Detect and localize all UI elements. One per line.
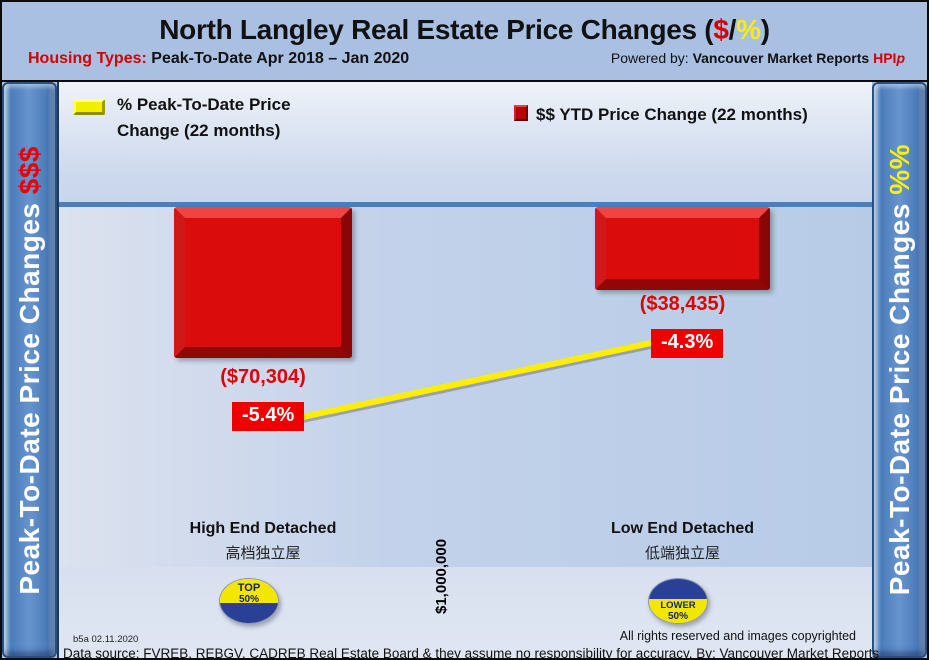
title-slash: / xyxy=(728,14,737,45)
sidebar-percent-axis-label: Peak-To-Date Price Changes %% xyxy=(884,144,916,595)
sidebar-dollar-axis: Peak-To-Date Price Changes $$$ xyxy=(2,82,57,658)
sidebar-right-percent-suffix: %% xyxy=(883,144,915,196)
legend-dollar-label: $$ YTD Price Change (22 months) xyxy=(536,105,808,124)
legend-band xyxy=(59,82,872,202)
chart-region: Peak-To-Date Price Changes $$$ Peak-To-D… xyxy=(2,80,927,658)
zero-axis-line xyxy=(59,202,872,207)
sidebar-percent-axis: Peak-To-Date Price Changes %% xyxy=(872,82,927,658)
header-subrow: Housing Types: Peak-To-Date Apr 2018 – J… xyxy=(28,50,905,68)
powered-by: Powered by: Vancouver Market Reports HPI… xyxy=(611,50,905,66)
badge-line2: 50% xyxy=(667,610,688,622)
housing-types-value: Peak-To-Date Apr 2018 – Jan 2020 xyxy=(146,50,410,67)
data-source-notice: Data source: FVREB, REBGV, CADREB Real E… xyxy=(63,646,880,660)
dollar-change-label: ($38,435) xyxy=(639,293,726,315)
dollar-bar xyxy=(595,207,770,290)
title-text: North Langley Real Estate Price Changes … xyxy=(159,14,714,45)
powered-by-brand: Vancouver Market Reports xyxy=(692,50,874,66)
housing-types: Housing Types: Peak-To-Date Apr 2018 – J… xyxy=(28,50,409,68)
chart-content: % Peak-To-Date Price Change (22 months) … xyxy=(57,82,879,658)
title-close-paren: ) xyxy=(760,14,770,45)
badge-line1: TOP xyxy=(237,582,261,594)
powered-by-hpi-p: p xyxy=(896,50,905,66)
category-label-chinese: 低端独立屋 xyxy=(644,545,720,562)
powered-by-hpi: HPI xyxy=(873,50,897,66)
badge-line2: 50% xyxy=(238,594,259,605)
sidebar-dollar-axis-label: Peak-To-Date Price Changes $$$ xyxy=(14,146,46,595)
page-title: North Langley Real Estate Price Changes … xyxy=(2,2,927,46)
sidebar-left-text: Peak-To-Date Price Changes xyxy=(13,193,45,595)
percent-change-label: -4.3% xyxy=(651,329,724,358)
legend-item-percent: % Peak-To-Date Price Change (22 months) xyxy=(73,92,322,145)
rights-notice: All rights reserved and images copyright… xyxy=(619,629,856,643)
dollar-change-label: ($70,304) xyxy=(220,366,306,388)
title-dollar-symbol: $ xyxy=(713,14,729,45)
dollar-bar xyxy=(174,207,352,358)
sidebar-right-text: Peak-To-Date Price Changes xyxy=(883,195,915,596)
legend-percent-label: % Peak-To-Date Price Change (22 months) xyxy=(117,95,291,141)
percent-change-label: -5.4% xyxy=(232,402,305,431)
sidebar-left-dollar-suffix: $$$ xyxy=(13,145,45,194)
dollar-series-swatch-icon xyxy=(514,105,528,121)
legend-item-dollar: $$ YTD Price Change (22 months) xyxy=(514,102,808,128)
badge-plain-half xyxy=(649,579,707,599)
percent-trend-line xyxy=(297,340,654,424)
category-label: High End Detached xyxy=(189,520,337,537)
category-label-chinese: 高档独立屋 xyxy=(225,545,301,562)
below-plot-band xyxy=(59,567,872,658)
version-stamp: b5a 02.11.2020 xyxy=(73,634,139,645)
lower-50-badge: LOWER 50% xyxy=(648,578,708,624)
badge-plain-half xyxy=(220,603,278,623)
top-50-badge: TOP 50% xyxy=(219,578,279,624)
percent-series-swatch-icon xyxy=(73,99,105,115)
powered-by-label: Powered by: xyxy=(610,50,693,66)
badge-line1: LOWER xyxy=(660,599,696,611)
category-label: Low End Detached xyxy=(610,520,755,537)
housing-types-label: Housing Types: xyxy=(28,50,147,67)
title-percent-symbol: % xyxy=(736,14,761,45)
header: North Langley Real Estate Price Changes … xyxy=(2,2,927,80)
